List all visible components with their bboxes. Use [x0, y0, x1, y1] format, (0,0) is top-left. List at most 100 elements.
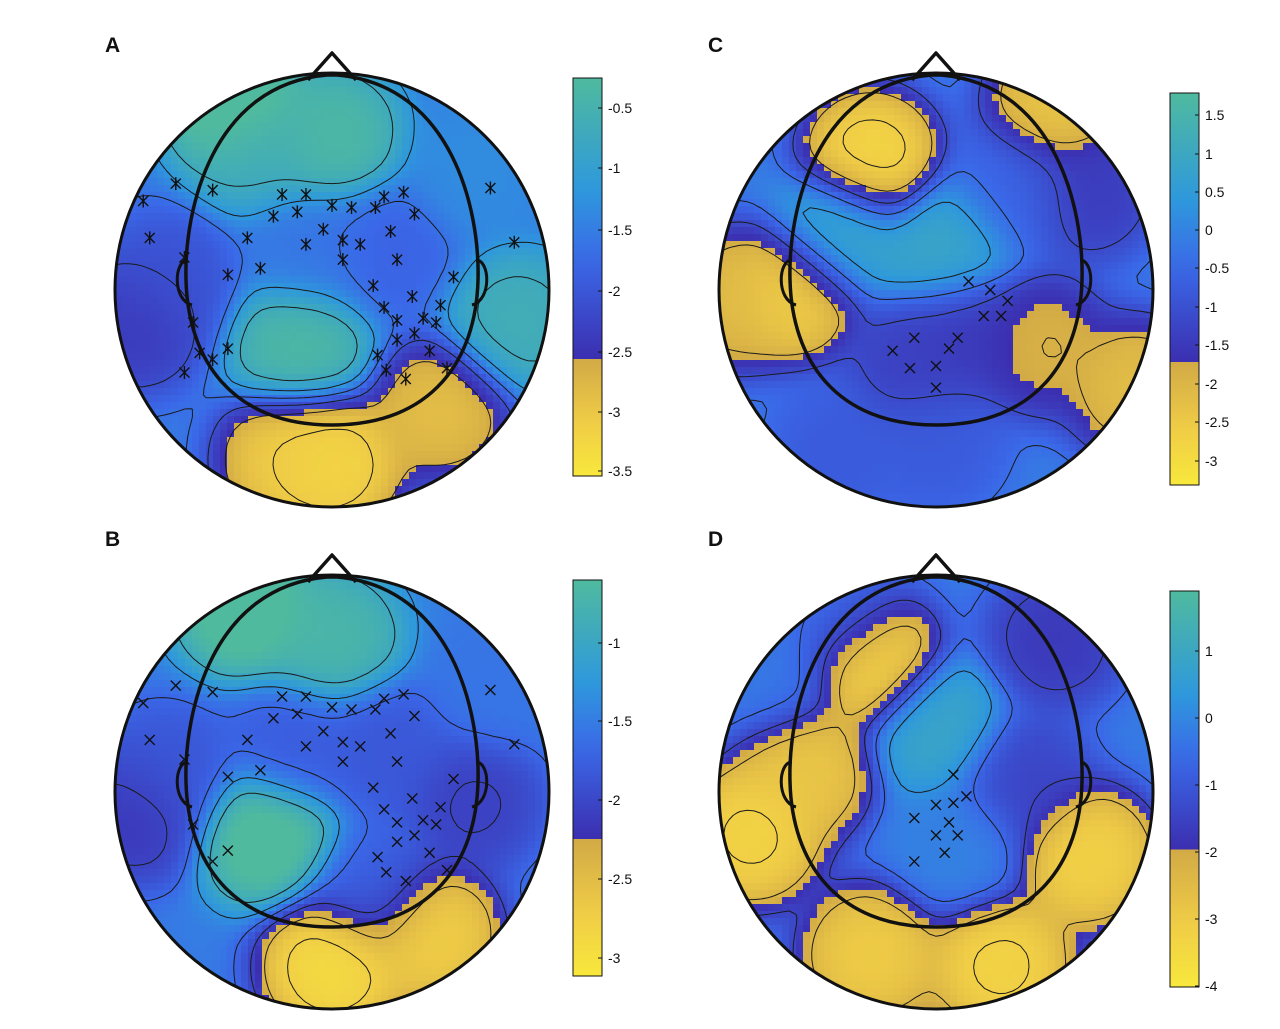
colorbar-tick-label: -2: [1205, 376, 1218, 392]
electrode-marker: [378, 693, 390, 705]
electrode-marker: [207, 352, 219, 366]
electrode-marker: [952, 332, 964, 344]
electrode-marker: [207, 855, 219, 867]
head-outline: [788, 575, 1084, 929]
electrode-marker: [398, 688, 410, 700]
electrode-marker: [408, 207, 420, 221]
electrode-marker: [908, 855, 920, 867]
colorbar: 1 0 -1 -2 -3 -4: [1169, 590, 1218, 994]
electrode-marker: [254, 764, 266, 776]
right-ear-outline: [1075, 760, 1093, 809]
panel-label: C: [708, 34, 723, 57]
electrode-marker: [178, 250, 190, 264]
electrode-marker: [276, 188, 288, 202]
electrode-marker: [291, 205, 303, 219]
panel-label: A: [105, 34, 120, 57]
electrode-marker: [391, 333, 403, 347]
panel-label: D: [708, 528, 723, 551]
electrode-marker: [887, 345, 899, 357]
electrode-marker: [144, 231, 156, 245]
electrode-marker: [207, 183, 219, 197]
colorbar-tick-label: -2: [608, 283, 621, 299]
electrode-marker: [267, 209, 279, 223]
colorbar-tick-label: -3: [608, 404, 621, 420]
electrode-marker: [441, 864, 453, 876]
electrode-marker: [908, 812, 920, 824]
electrode-marker: [908, 332, 920, 344]
electrode-marker: [241, 231, 253, 245]
electrode-marker: [904, 362, 916, 374]
electrode-marker: [391, 816, 403, 828]
electrode-marker: [978, 310, 990, 322]
colorbar-tick-label: 1: [1205, 146, 1213, 162]
electrode-marker: [484, 684, 496, 696]
colorbar-tick-label: 0: [1205, 710, 1213, 726]
colorbar-tick-label: -4: [1205, 978, 1218, 994]
electrode-marker: [508, 235, 520, 249]
electrode-marker: [317, 725, 329, 737]
colorbar-tick-label: -2.5: [1205, 414, 1229, 430]
electrode-marker: [367, 279, 379, 293]
electrode-markers: [137, 177, 520, 386]
panel-a: A -0.5 -1 -1.5 -2 -2.5 -3 -3.5: [105, 34, 632, 509]
right-ear-outline: [471, 258, 489, 307]
electrode-marker: [947, 797, 959, 809]
colorbar-tick-label: -1.5: [608, 222, 632, 238]
colorbar-tick-label: -1: [608, 635, 621, 651]
electrode-marker: [441, 361, 453, 375]
electrode-marker: [430, 316, 442, 330]
electrode-marker: [300, 237, 312, 251]
head-outline: [184, 73, 480, 427]
electrode-marker: [408, 710, 420, 722]
panel-d: D 1 0 -1 -2 -3 -4: [708, 528, 1218, 1011]
right-ear-outline: [471, 760, 489, 809]
electrode-marker: [170, 680, 182, 692]
colorbar-tick-label: -2: [1205, 844, 1218, 860]
electrode-marker: [391, 836, 403, 848]
scalp-outline: [113, 573, 551, 1011]
electrode-marker: [241, 734, 253, 746]
electrode-marker: [398, 185, 410, 199]
left-ear-outline: [779, 760, 797, 809]
electrode-marker: [424, 344, 436, 358]
electrode-marker: [337, 736, 349, 748]
electrode-marker: [300, 740, 312, 752]
electrode-marker: [930, 799, 942, 811]
electrode-marker: [378, 803, 390, 815]
colorbar-tick-label: -3: [1205, 911, 1218, 927]
electrode-marker: [417, 814, 429, 826]
electrode-marker: [372, 851, 384, 863]
electrode-marker: [346, 704, 358, 716]
electrode-marker: [222, 771, 234, 783]
electrode-marker: [178, 753, 190, 765]
electrode-markers: [137, 680, 520, 887]
electrode-marker: [448, 270, 460, 284]
electrode-marker: [267, 712, 279, 724]
nose-outline: [306, 51, 358, 82]
colorbar-scale: [572, 579, 603, 977]
colorbar-tick-label: -2.5: [608, 871, 632, 887]
electrode-markers: [908, 769, 972, 867]
electrode-marker: [484, 181, 496, 195]
colorbar: 1.5 1 0.5 0 -0.5 -1 -1.5 -2 -2.5 -3: [1169, 92, 1229, 486]
electrode-marker: [222, 268, 234, 282]
electrode-marker: [963, 275, 975, 287]
nose-outline: [306, 553, 358, 584]
scalp-outline: [717, 71, 1155, 509]
electrode-marker: [367, 782, 379, 794]
electrode-marker: [354, 740, 366, 752]
colorbar: -0.5 -1 -1.5 -2 -2.5 -3 -3.5: [572, 77, 632, 479]
electrode-marker: [391, 313, 403, 327]
electrode-marker: [385, 224, 397, 238]
electrode-marker: [170, 177, 182, 191]
electrode-marker: [424, 847, 436, 859]
colorbar-tick-label: -0.5: [608, 100, 632, 116]
electrode-marker: [406, 290, 418, 304]
electrode-marker: [337, 756, 349, 768]
electrode-marker: [400, 875, 412, 887]
electrode-marker: [400, 372, 412, 386]
electrode-marker: [508, 738, 520, 750]
electrode-marker: [346, 201, 358, 215]
colorbar-tick-label: -0.5: [1205, 260, 1229, 276]
